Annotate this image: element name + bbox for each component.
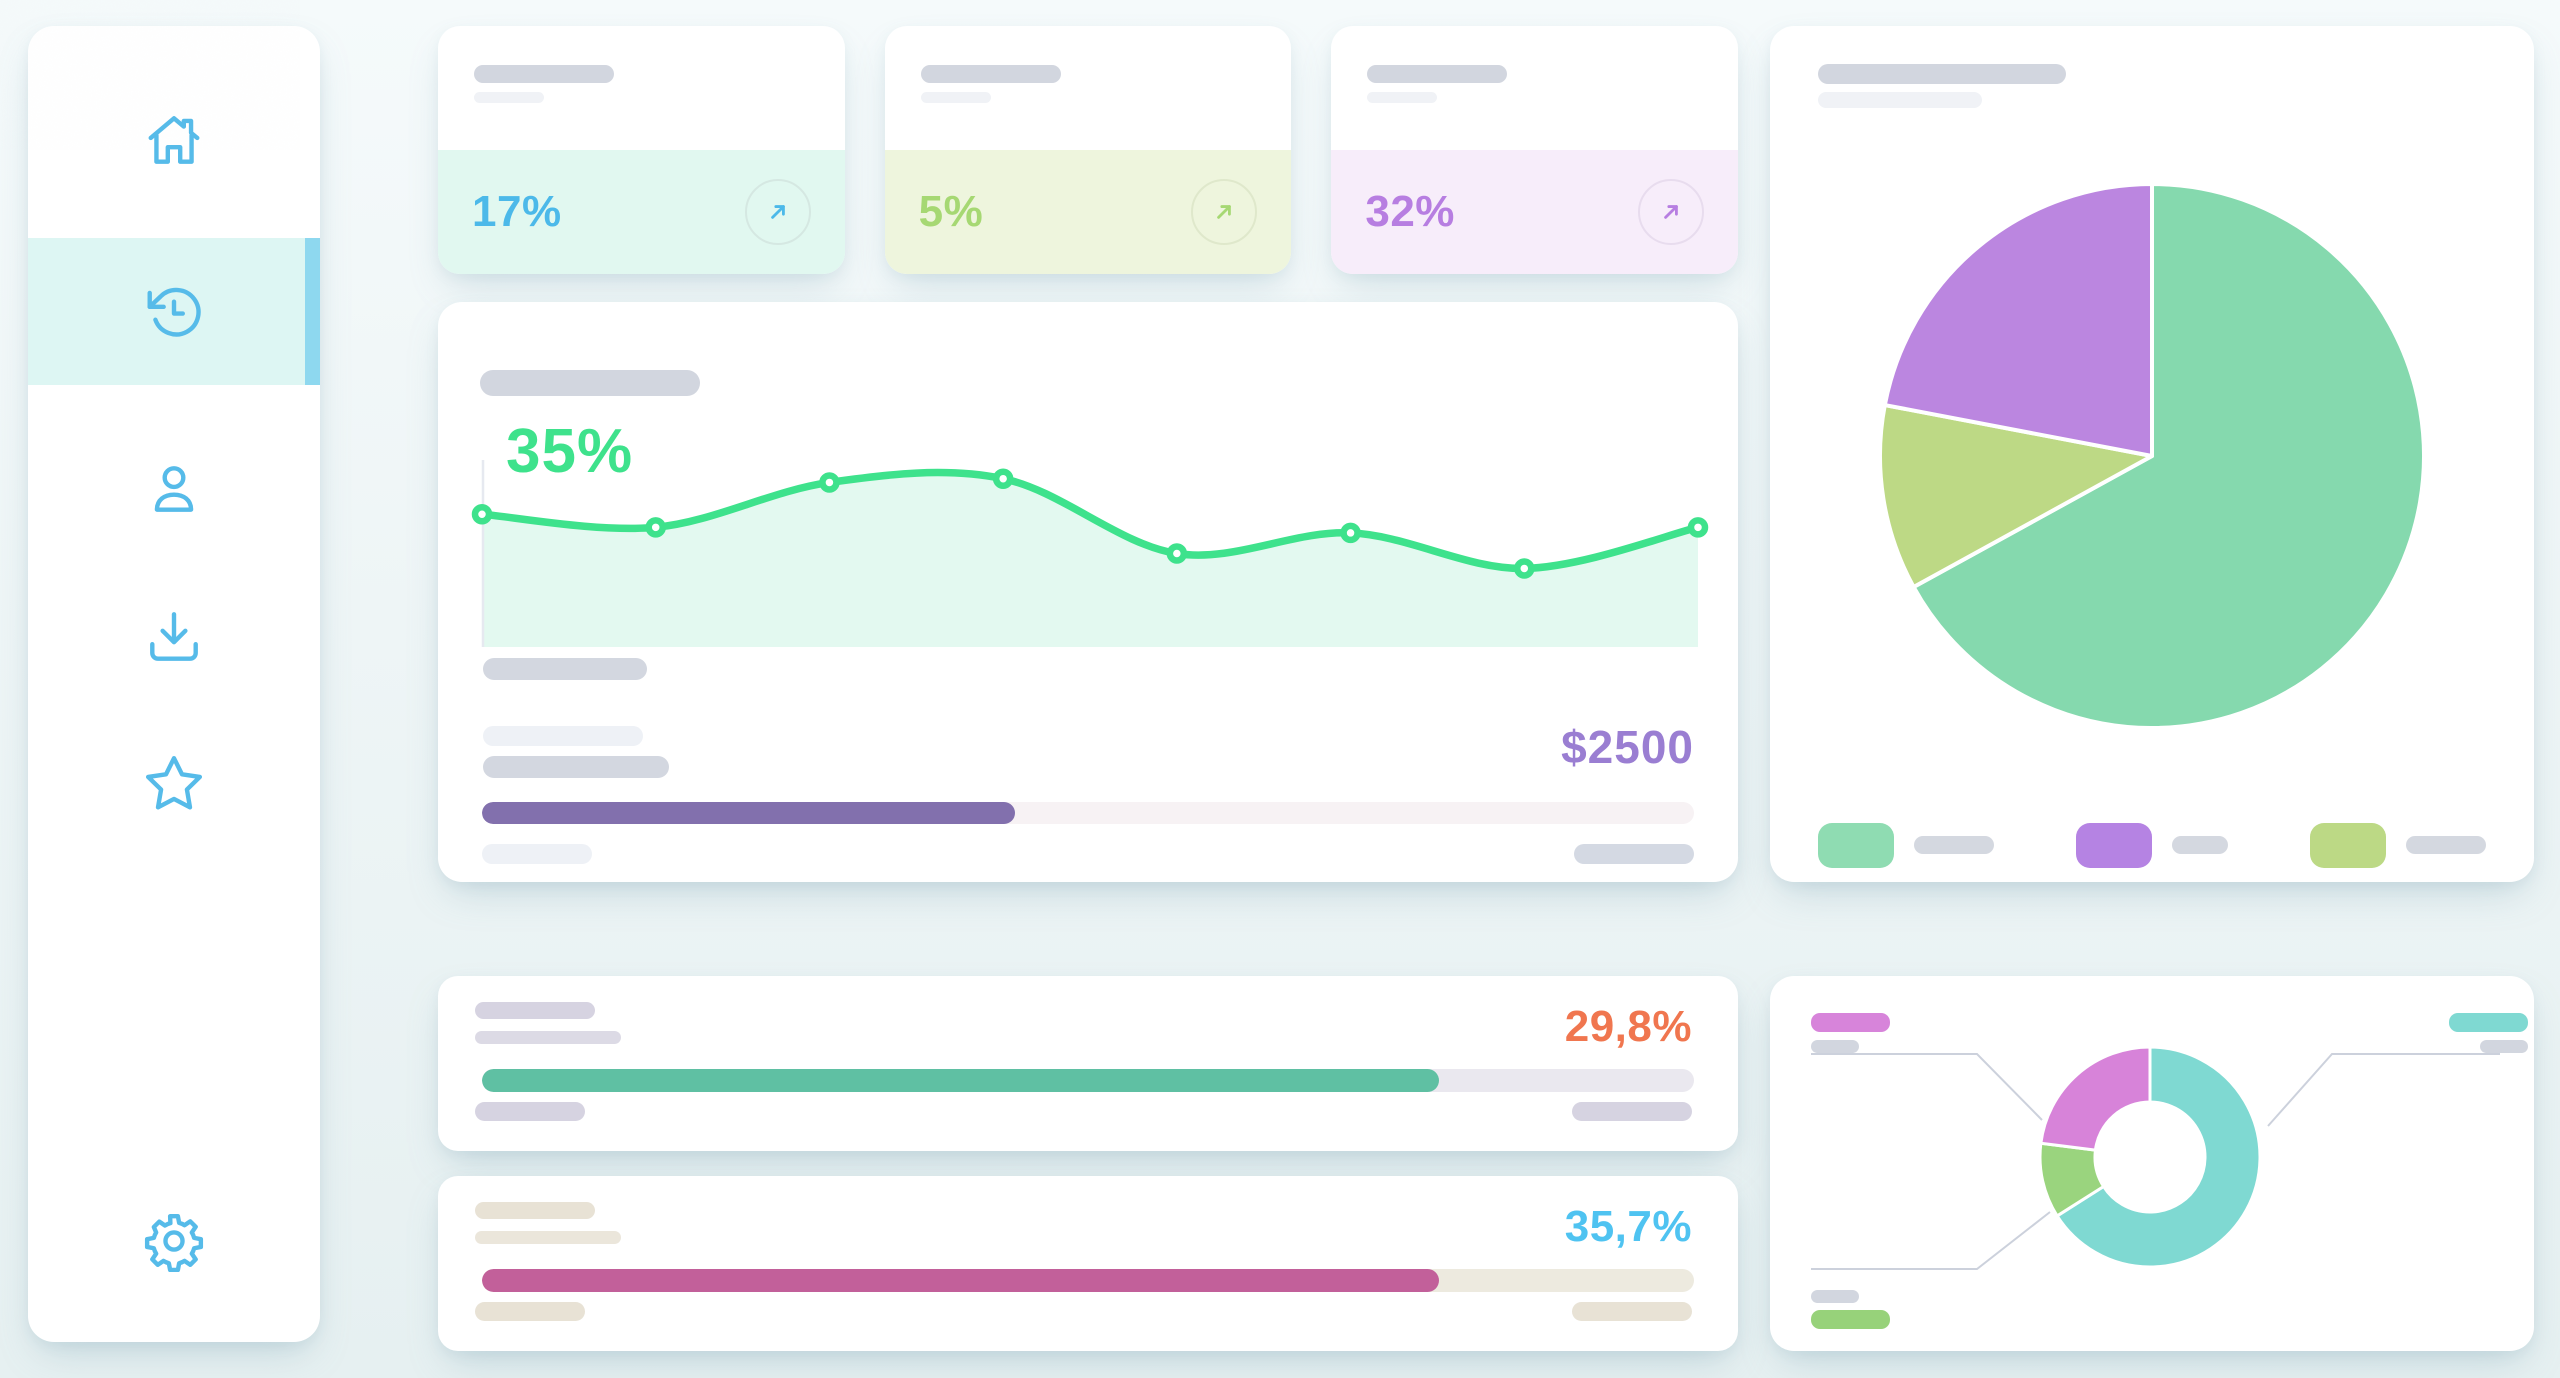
arrow-up-right-icon xyxy=(1664,205,1678,219)
skeleton-callout-label xyxy=(2480,1040,2528,1053)
skeleton-label xyxy=(483,756,669,778)
stat-value: 5% xyxy=(918,187,984,236)
skeleton-title xyxy=(1367,65,1508,83)
callout-swatch-green xyxy=(1811,1310,1890,1329)
home-icon xyxy=(148,115,200,164)
skeleton-title xyxy=(475,1202,595,1219)
donut-chart xyxy=(1811,1045,2500,1270)
callout-line-top-right xyxy=(2267,1053,2500,1127)
stat-card-1: 17% xyxy=(438,26,845,274)
stat-card-2-header xyxy=(885,26,1292,150)
stat-value: 17% xyxy=(472,187,562,236)
skeleton-subtitle xyxy=(1367,92,1438,103)
area-chart xyxy=(471,460,1709,647)
donut-chart-card xyxy=(1770,976,2534,1351)
sidebar-item-settings[interactable] xyxy=(28,1167,320,1314)
active-indicator-bar xyxy=(305,238,320,385)
arrow-up-right-icon xyxy=(1217,205,1232,219)
sidebar-item-profile[interactable] xyxy=(28,416,320,563)
skeleton-callout-label xyxy=(1811,1040,1859,1053)
stat-card-3-footer: 32% xyxy=(1331,150,1739,274)
legend-item xyxy=(2310,822,2486,868)
legend-swatch-purple xyxy=(2076,822,2152,868)
legend-swatch-teal xyxy=(1818,822,1894,868)
skeleton-legend-label xyxy=(2172,836,2228,854)
skeleton-subtitle xyxy=(920,92,991,103)
skeleton-caption-left xyxy=(482,844,592,864)
pie-legend xyxy=(1818,822,2486,868)
headline-percentage: 35% xyxy=(506,417,634,486)
skeleton-legend-label xyxy=(2406,836,2486,854)
pie-chart-card xyxy=(1770,26,2534,882)
skeleton-label xyxy=(483,726,643,746)
legend-swatch-green xyxy=(2310,822,2386,868)
skeleton-legend-label xyxy=(1914,836,1994,854)
sidebar-item-downloads[interactable] xyxy=(28,563,320,710)
skeleton-caption-left xyxy=(475,1302,585,1321)
stat-card-3: 32% xyxy=(1331,26,1739,274)
progress-value: 35,7% xyxy=(1564,1202,1692,1251)
callout-line-bottom-left xyxy=(1811,1211,2051,1270)
skeleton-card-title xyxy=(480,370,700,396)
pie-chart xyxy=(1878,182,2426,730)
progress-card-1: 29,8% xyxy=(438,976,1738,1151)
sidebar-item-home[interactable] xyxy=(28,66,320,213)
person-icon xyxy=(154,465,194,512)
progress-track xyxy=(482,802,1694,824)
progress-track xyxy=(482,1069,1694,1092)
progress-track xyxy=(482,1269,1694,1292)
trend-button[interactable] xyxy=(1191,179,1258,245)
progress-card-2: 35,7% xyxy=(438,1176,1738,1351)
skeleton-title xyxy=(475,1002,595,1019)
progress-fill xyxy=(482,802,1016,824)
sidebar-item-favorites[interactable] xyxy=(28,710,320,857)
skeleton-card-title xyxy=(1818,64,2066,84)
gear-icon xyxy=(144,1213,204,1272)
download-icon xyxy=(150,611,198,661)
skeleton-title xyxy=(474,65,614,83)
stat-card-2-footer: 5% xyxy=(884,150,1292,274)
skeleton-subtitle xyxy=(475,1231,621,1244)
progress-value: 29,8% xyxy=(1564,1002,1692,1051)
callout-line-top-left xyxy=(1811,1053,2043,1121)
trend-button[interactable] xyxy=(1638,179,1705,245)
legend-item xyxy=(2076,822,2228,868)
star-icon xyxy=(145,755,203,809)
skeleton-caption-right xyxy=(1572,1102,1692,1121)
callout-swatch-magenta xyxy=(1811,1013,1890,1032)
amount-value: $2500 xyxy=(1561,721,1694,773)
main-chart-card: 35% $2500 xyxy=(438,302,1738,882)
skeleton-caption-right xyxy=(1574,844,1694,864)
arrow-up-right-icon xyxy=(770,205,785,219)
history-icon xyxy=(147,287,201,337)
skeleton-caption-right xyxy=(1572,1302,1692,1321)
skeleton-subtitle xyxy=(475,1031,621,1044)
stat-card-1-footer: 17% xyxy=(438,150,845,274)
skeleton-label xyxy=(483,658,647,680)
stat-value: 32% xyxy=(1365,187,1455,236)
progress-fill xyxy=(482,1069,1440,1092)
skeleton-subtitle xyxy=(474,92,544,103)
stat-card-row: 17% 5% xyxy=(438,26,1739,274)
stat-card-3-header xyxy=(1331,26,1738,150)
skeleton-card-subtitle xyxy=(1818,92,1982,108)
skeleton-callout-label xyxy=(1811,1290,1859,1303)
skeleton-title xyxy=(920,65,1061,83)
stat-card-1-header xyxy=(438,26,845,150)
skeleton-caption-left xyxy=(475,1102,585,1121)
callout-swatch-teal xyxy=(2449,1013,2528,1032)
progress-fill xyxy=(482,1269,1440,1292)
sidebar xyxy=(28,26,320,1342)
sidebar-item-history[interactable] xyxy=(28,238,320,385)
legend-item xyxy=(1818,822,1994,868)
stat-card-2: 5% xyxy=(884,26,1292,274)
trend-button[interactable] xyxy=(744,179,811,245)
